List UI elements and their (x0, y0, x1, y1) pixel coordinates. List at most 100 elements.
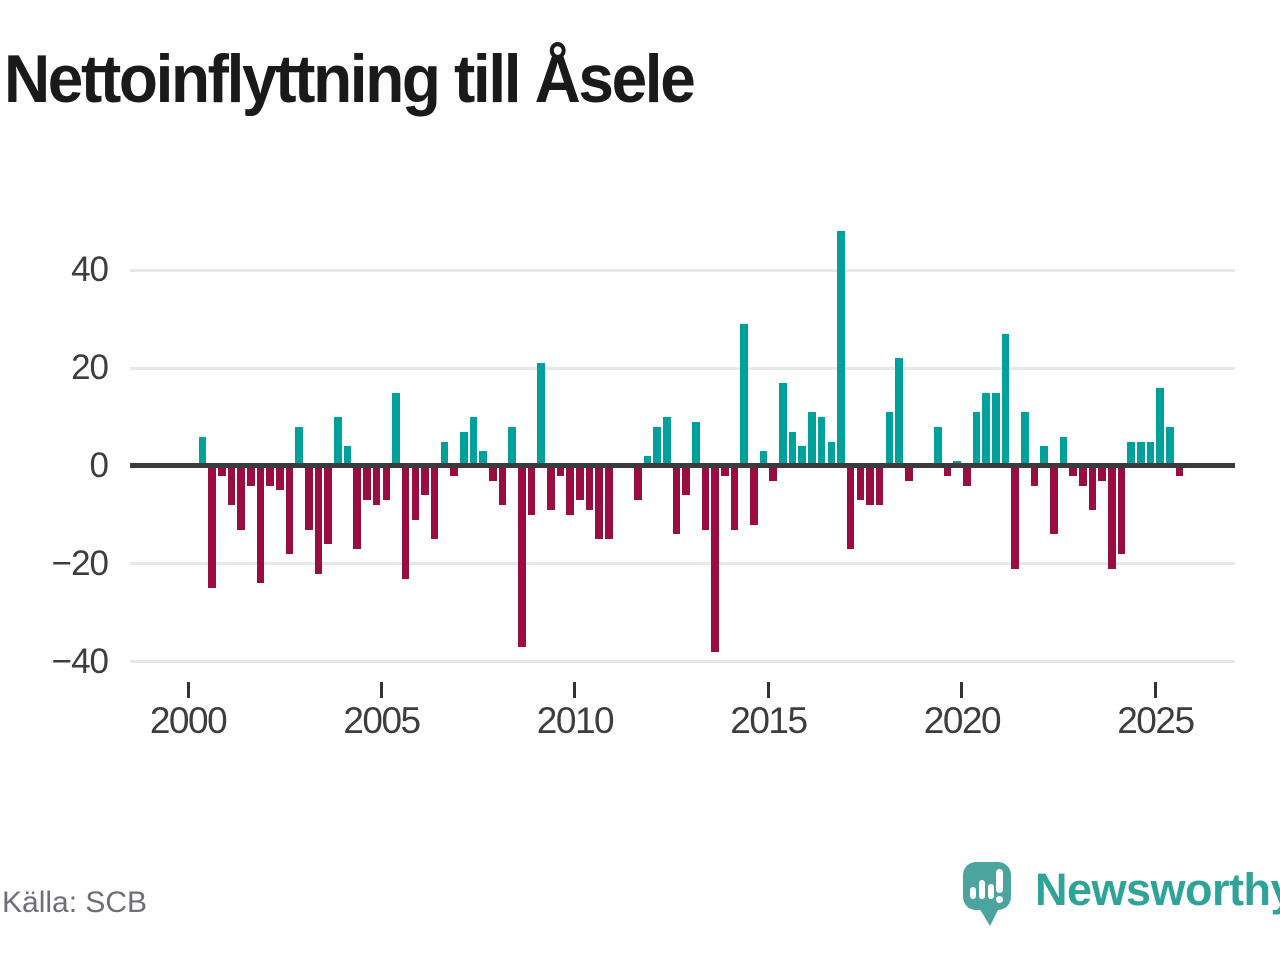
y-axis-label-20: 20 (71, 348, 109, 388)
bar-q53-negative (701, 466, 710, 530)
bar-q24-negative (421, 466, 429, 496)
bar-q88-positive (1040, 446, 1048, 466)
gridline-y-40 (130, 268, 1235, 272)
bar-q8-negative (266, 466, 275, 486)
bar-q94-negative (1098, 466, 1106, 481)
bar-q52-positive (692, 421, 700, 466)
bar-q31-negative (488, 466, 497, 481)
bar-q99-positive (1146, 441, 1155, 466)
bar-q55-negative (721, 466, 729, 476)
y-axis-label--20: −20 (51, 543, 109, 583)
bar-q30-positive (479, 451, 487, 466)
bar-q91-negative (1069, 466, 1077, 476)
bar-q73-positive (895, 358, 903, 466)
bar-q42-negative (595, 466, 603, 540)
bar-q93-negative (1088, 466, 1097, 511)
bar-q82-positive (982, 392, 990, 466)
bar-q32-negative (498, 466, 507, 506)
x-axis-tick-2015 (766, 682, 770, 698)
bar-q54-negative (711, 466, 720, 652)
bar-q35-negative (527, 466, 536, 515)
bar-q65-positive (817, 417, 826, 466)
newsworthy-wordmark: Newsworthy (1035, 864, 1280, 915)
bar-q89-negative (1050, 466, 1058, 535)
x-axis-tick-2005 (379, 682, 383, 698)
bar-q46-negative (634, 466, 642, 501)
x-axis-label-2020: 2020 (923, 700, 1002, 741)
exclamation-dot-icon (996, 896, 1003, 903)
bar-q69-negative (856, 466, 865, 501)
bar-q1-positive (198, 436, 207, 466)
bar-q34-negative (517, 466, 526, 647)
bar-q102-negative (1175, 466, 1184, 476)
bar-q39-negative (566, 466, 574, 515)
bar-q100-positive (1156, 387, 1165, 466)
x-axis-label-2005: 2005 (343, 700, 421, 741)
bar-q16-positive (343, 446, 352, 466)
bar-q10-negative (285, 466, 294, 555)
bar-q21-positive (392, 392, 400, 466)
bar-q101-positive (1166, 426, 1174, 466)
bar-q68-negative (846, 466, 855, 550)
x-axis-label-2000: 2000 (149, 700, 228, 741)
source-note: Källa: SCB (2, 886, 148, 919)
bar-q9-negative (276, 466, 284, 491)
chart-title: Nettoinflyttning till Åsele (4, 41, 696, 117)
bar-q37-negative (546, 466, 555, 511)
bar-q47-positive (643, 456, 652, 466)
bar-q74-negative (904, 466, 913, 481)
bar-q81-positive (972, 412, 981, 466)
bar-q36-positive (537, 363, 545, 466)
bar-q15-positive (334, 417, 342, 466)
bar-q85-negative (1011, 466, 1019, 569)
bar-q84-positive (1001, 333, 1010, 466)
bar-q3-negative (218, 466, 226, 476)
bar-q28-positive (459, 431, 468, 466)
x-axis-label-2010: 2010 (536, 700, 615, 741)
bar-q61-positive (779, 382, 787, 466)
bar-q43-negative (605, 466, 613, 540)
bar-q13-negative (314, 466, 323, 574)
bar-q41-negative (585, 466, 594, 511)
bar-q23-negative (411, 466, 420, 520)
bar-q22-negative (401, 466, 410, 579)
bar-q92-negative (1079, 466, 1087, 486)
bar-q60-negative (769, 466, 778, 481)
x-axis-tick-2000 (186, 682, 190, 698)
bar-q86-positive (1020, 412, 1029, 466)
logo-bar-icon (970, 887, 976, 899)
bar-q29-positive (469, 417, 478, 466)
bar-q25-negative (430, 466, 439, 540)
bar-q2-negative (208, 466, 216, 589)
bar-q12-negative (305, 466, 313, 530)
newsworthy-logo-icon (963, 862, 1011, 926)
gridline-y-20 (130, 366, 1235, 370)
bar-q27-negative (450, 466, 458, 476)
bar-q50-negative (672, 466, 681, 535)
bar-q66-positive (827, 441, 836, 466)
bar-q83-positive (991, 392, 1000, 466)
bar-q57-positive (740, 324, 749, 466)
x-axis-label-2015: 2015 (730, 700, 808, 741)
bar-q11-positive (295, 426, 304, 466)
x-axis-tick-2025 (1153, 682, 1157, 698)
bar-q95-negative (1108, 466, 1116, 569)
y-axis-label-0: 0 (89, 446, 109, 485)
newsworthy-logo: Newsworthy (963, 862, 1280, 926)
zero-axis-line (130, 463, 1235, 468)
bar-q18-negative (363, 466, 371, 501)
bar-q62-positive (788, 431, 797, 466)
bar-q70-negative (866, 466, 874, 506)
bar-q96-negative (1117, 466, 1126, 555)
bar-q6-negative (247, 466, 255, 486)
bar-q97-positive (1127, 441, 1135, 466)
bar-q63-positive (798, 446, 807, 466)
logo-bar-icon (988, 884, 994, 899)
bar-q56-negative (730, 466, 739, 530)
speech-bubble-tail-icon (978, 906, 1000, 926)
bar-q26-positive (440, 441, 449, 466)
bar-q40-negative (575, 466, 584, 501)
bar-q33-positive (508, 426, 516, 466)
bar-q71-negative (875, 466, 884, 506)
